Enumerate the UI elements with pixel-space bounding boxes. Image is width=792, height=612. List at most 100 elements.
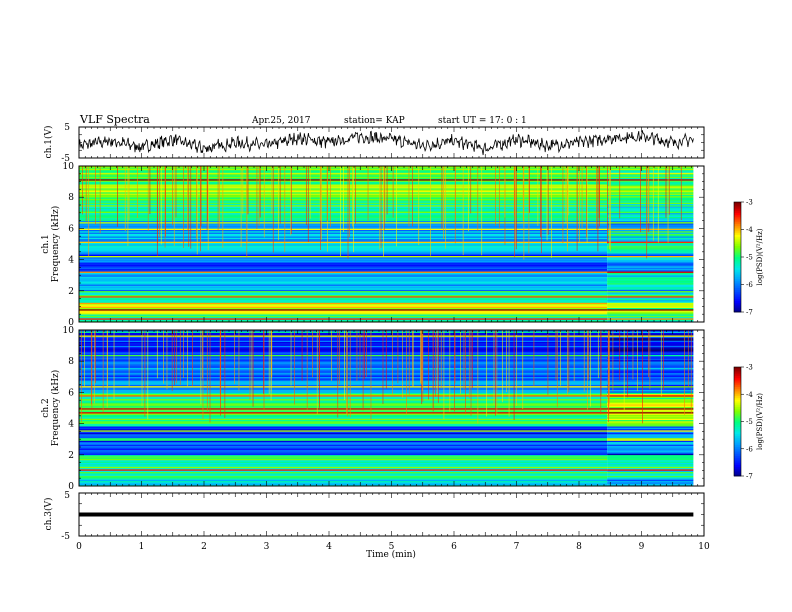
spectrum-row — [607, 195, 694, 198]
spectrum-row — [607, 166, 694, 168]
colorbar-tick-label: -5 — [746, 254, 753, 262]
spectrum-row — [79, 382, 608, 384]
spectrum-row — [79, 293, 608, 295]
ch1-ytick-top: 5 — [64, 123, 70, 133]
spectrum-row — [607, 389, 694, 392]
spectrum-row — [79, 307, 608, 310]
colorbar-step — [734, 386, 741, 390]
spectrum-row — [79, 362, 608, 365]
spectrum-row — [607, 401, 694, 404]
colorbar-step — [734, 425, 741, 428]
spectrum-row — [607, 232, 694, 234]
colorbar-step — [734, 450, 741, 453]
spectrum-row — [79, 224, 608, 227]
spectrum-row — [607, 309, 694, 311]
spectrum-row — [607, 194, 694, 197]
colorbar-step — [734, 308, 741, 311]
spectrum-row — [79, 378, 608, 380]
spectrum-row — [607, 268, 694, 271]
spectrum-row — [607, 238, 694, 241]
spectrum-row — [607, 303, 694, 306]
spectrum-row — [79, 383, 608, 385]
spectrum-row — [79, 337, 608, 340]
spectrum-row — [79, 167, 608, 169]
freq-tick-label: 2 — [68, 451, 74, 461]
spectrum-row — [79, 449, 608, 452]
spectrum-row — [607, 270, 694, 272]
spectrum-row — [79, 457, 608, 459]
colorbar-step — [734, 401, 741, 404]
colorbar-step — [734, 304, 741, 307]
colorbar-step — [734, 257, 741, 260]
spectrum-row — [79, 205, 608, 207]
colorbar-step — [734, 474, 741, 477]
spectrum-row — [79, 392, 608, 394]
spectrum-row — [607, 255, 694, 258]
spectrum-row — [79, 208, 608, 211]
spectrum-row — [607, 478, 694, 480]
spectrum-row — [79, 225, 608, 228]
spectrum-row — [607, 179, 694, 181]
spectrum-row — [79, 463, 608, 466]
spectrum-row — [79, 216, 608, 219]
spectrum-row — [79, 340, 608, 342]
colorbar-step — [734, 403, 741, 406]
colorbar-step — [734, 284, 741, 287]
spectrum-row — [607, 305, 694, 307]
spectrum-row — [607, 452, 694, 454]
spectrum-row — [79, 352, 608, 354]
colorbar-step — [734, 436, 741, 439]
colorbar-tick-label: -4 — [746, 391, 753, 399]
spectrum-row — [79, 478, 608, 480]
spectrum-row — [79, 461, 608, 463]
spectrum-row — [607, 483, 694, 485]
spectrum-row — [79, 276, 608, 279]
spectrum-row — [79, 247, 608, 250]
spectrum-row — [79, 415, 608, 418]
colorbar-step — [734, 271, 741, 274]
spectrum-row — [79, 240, 608, 242]
spectrum-row — [79, 246, 608, 249]
time-tick-label: 6 — [451, 542, 457, 552]
spectrum-row — [607, 289, 694, 292]
spectrum-row — [79, 298, 608, 301]
colorbar-label: log(PSD)(V²/Hz) — [756, 393, 764, 450]
spectrum-row — [607, 190, 694, 193]
spectrum-row — [79, 234, 608, 237]
colorbar-tick-label: -7 — [746, 309, 753, 317]
spectrum-row — [607, 456, 694, 458]
spectrum-row — [607, 307, 694, 310]
colorbar-tick-label: -7 — [746, 473, 753, 481]
colorbar-step — [734, 468, 741, 471]
spectrum-row — [79, 285, 608, 288]
spectrum-row — [79, 212, 608, 215]
spectrum-row — [79, 405, 608, 407]
spectrum-row — [607, 193, 694, 195]
spectrum-row — [79, 462, 608, 465]
spectrum-row — [607, 284, 694, 286]
ch3-ylabel: ch.3(V) — [43, 498, 54, 531]
spectrum-row — [79, 297, 608, 299]
spectrum-row — [607, 417, 694, 419]
colorbar-step — [734, 379, 741, 382]
spectrum-row — [607, 263, 694, 266]
spectrum-row — [607, 423, 694, 426]
spectrum-row — [79, 450, 608, 453]
spectrum-row — [79, 251, 608, 254]
spectrum-row — [607, 237, 694, 240]
spectrum-row — [607, 229, 694, 232]
colorbar-step — [734, 434, 741, 437]
colorbar-step — [734, 428, 741, 431]
colorbar-step — [734, 385, 741, 388]
spectrum-row — [607, 396, 694, 398]
spectrum-row — [607, 419, 694, 422]
spectrum-row — [607, 181, 694, 184]
colorbar-step — [734, 225, 741, 229]
spectrum-row — [607, 219, 694, 221]
colorbar-step — [734, 414, 741, 417]
spectrum-row — [79, 219, 608, 221]
spectrum-row — [607, 206, 694, 208]
spectrum-row — [79, 480, 608, 483]
spectrum-row — [79, 348, 608, 350]
spectrum-row — [607, 301, 694, 303]
